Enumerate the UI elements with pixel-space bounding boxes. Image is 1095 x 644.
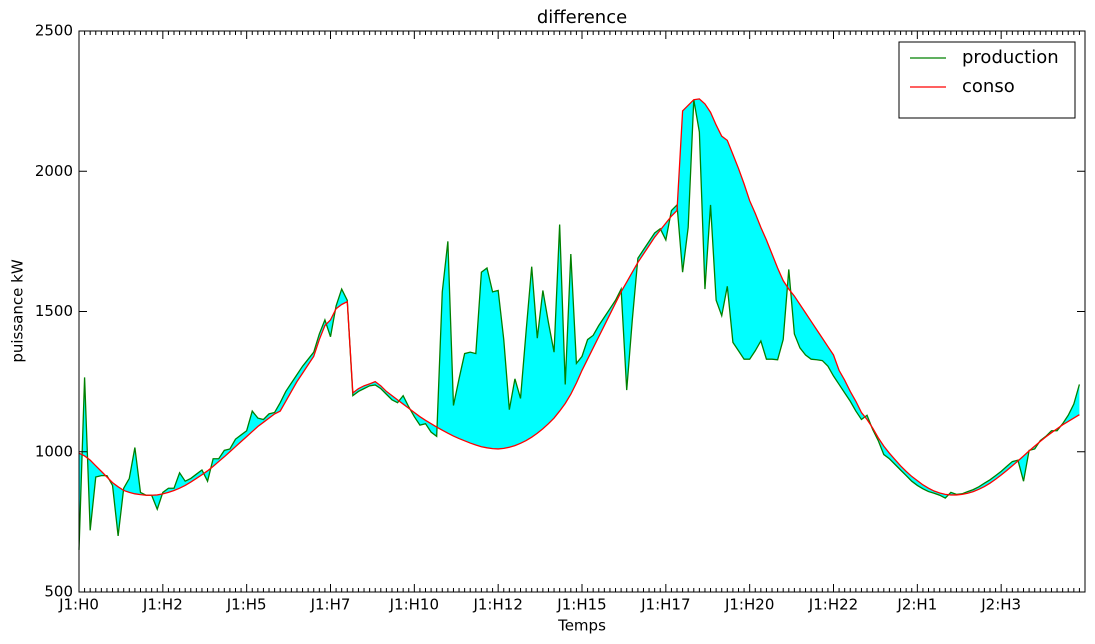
series-line [78, 99, 1081, 550]
x-tick-label: J1:H12 [472, 596, 522, 614]
legend-box [898, 41, 1076, 119]
x-tick-label: J1:H5 [226, 596, 267, 614]
y-tick-label: 1500 [35, 302, 73, 320]
x-tick-label: J1:H7 [310, 596, 351, 614]
x-axis-label: Temps [557, 617, 606, 635]
y-tick-label: 2500 [35, 22, 73, 40]
x-tick-label: J1:H22 [808, 596, 858, 614]
x-tick-label: J2:H1 [896, 596, 937, 614]
y-tick-label: 2000 [35, 162, 73, 180]
y-tick-label: 500 [44, 583, 73, 601]
x-tick-label: J1:H17 [640, 596, 690, 614]
x-tick-label: J1:H2 [142, 596, 183, 614]
legend-label: production [962, 47, 1059, 68]
x-tick-label: J1:H15 [556, 596, 606, 614]
x-tick-label: J1:H10 [389, 596, 439, 614]
x-tick-label: J1:H20 [724, 596, 774, 614]
chart-title: difference [537, 7, 627, 28]
legend-label: conso [962, 76, 1015, 97]
x-tick-label: J2:H3 [980, 596, 1021, 614]
series-line [78, 98, 1080, 496]
y-tick-label: 1000 [35, 442, 73, 460]
y-axis-label: puissance kW [9, 259, 27, 362]
x-tick-label: J1:H0 [58, 596, 99, 614]
